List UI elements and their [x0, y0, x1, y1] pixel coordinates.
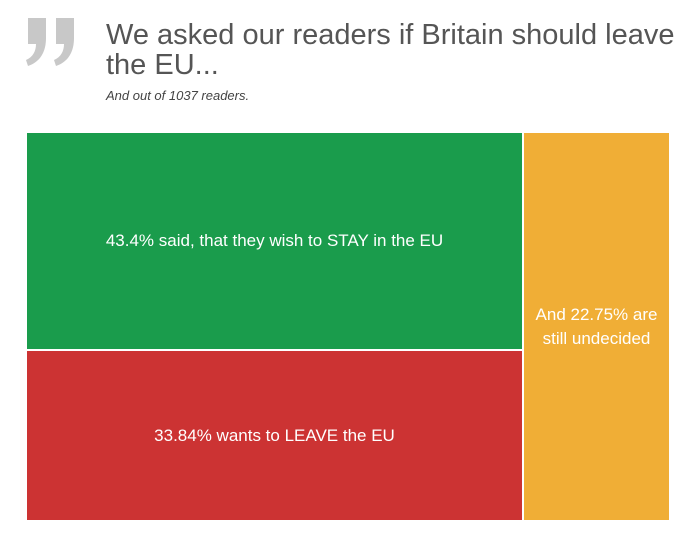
treemap-tile-stay: 43.4% said, that they wish to STAY in th…: [27, 133, 522, 349]
treemap-label-undecided: And 22.75% are still undecided: [535, 304, 658, 348]
treemap-tile-undecided: And 22.75% are still undecided: [524, 133, 669, 520]
treemap-label-stay: 43.4% said, that they wish to STAY in th…: [105, 231, 444, 250]
chart-subtitle: And out of 1037 readers.: [106, 88, 250, 103]
quote-mark-icon: [26, 18, 74, 66]
treemap-tile-leave: 33.84% wants to LEAVE the EU: [27, 351, 522, 520]
treemap-chart: 43.4% said, that they wish to STAY in th…: [27, 133, 669, 520]
treemap-label-leave: 33.84% wants to LEAVE the EU: [154, 425, 395, 445]
chart-title: We asked our readers if Britain should l…: [106, 19, 675, 81]
